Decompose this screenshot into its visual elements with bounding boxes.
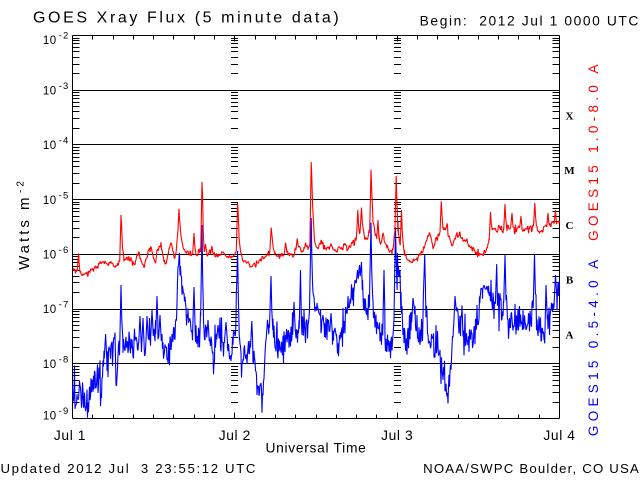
svg-text:Jul 4: Jul 4 [543,428,575,443]
svg-text:X: X [566,111,574,123]
svg-text:Watts m-2: Watts m-2 [16,178,34,270]
svg-text:GOES Xray Flux (5 minute data): GOES Xray Flux (5 minute data) [33,10,341,27]
svg-text:Jul 3: Jul 3 [381,428,413,443]
svg-text:Begin: 2012 Jul 1 0000 UTC: Begin: 2012 Jul 1 0000 UTC [420,14,640,29]
svg-text:A: A [566,329,574,341]
svg-text:NOAA/SWPC Boulder, CO USA: NOAA/SWPC Boulder, CO USA [423,461,640,476]
svg-text:Universal Time: Universal Time [265,441,366,456]
svg-text:C: C [566,220,574,232]
svg-text:GOES15 0.5-4.0 A: GOES15 0.5-4.0 A [586,255,601,436]
svg-text:B: B [566,275,574,287]
svg-text:M: M [564,165,575,177]
svg-text:Jul 2: Jul 2 [219,428,251,443]
svg-text:Jul 1: Jul 1 [54,428,86,443]
svg-text:GOES15 1.0-8.0 A: GOES15 1.0-8.0 A [586,60,601,241]
svg-text:Updated 2012 Jul 3 23:55:12 U: Updated 2012 Jul 3 23:55:12 UTC [1,461,258,476]
